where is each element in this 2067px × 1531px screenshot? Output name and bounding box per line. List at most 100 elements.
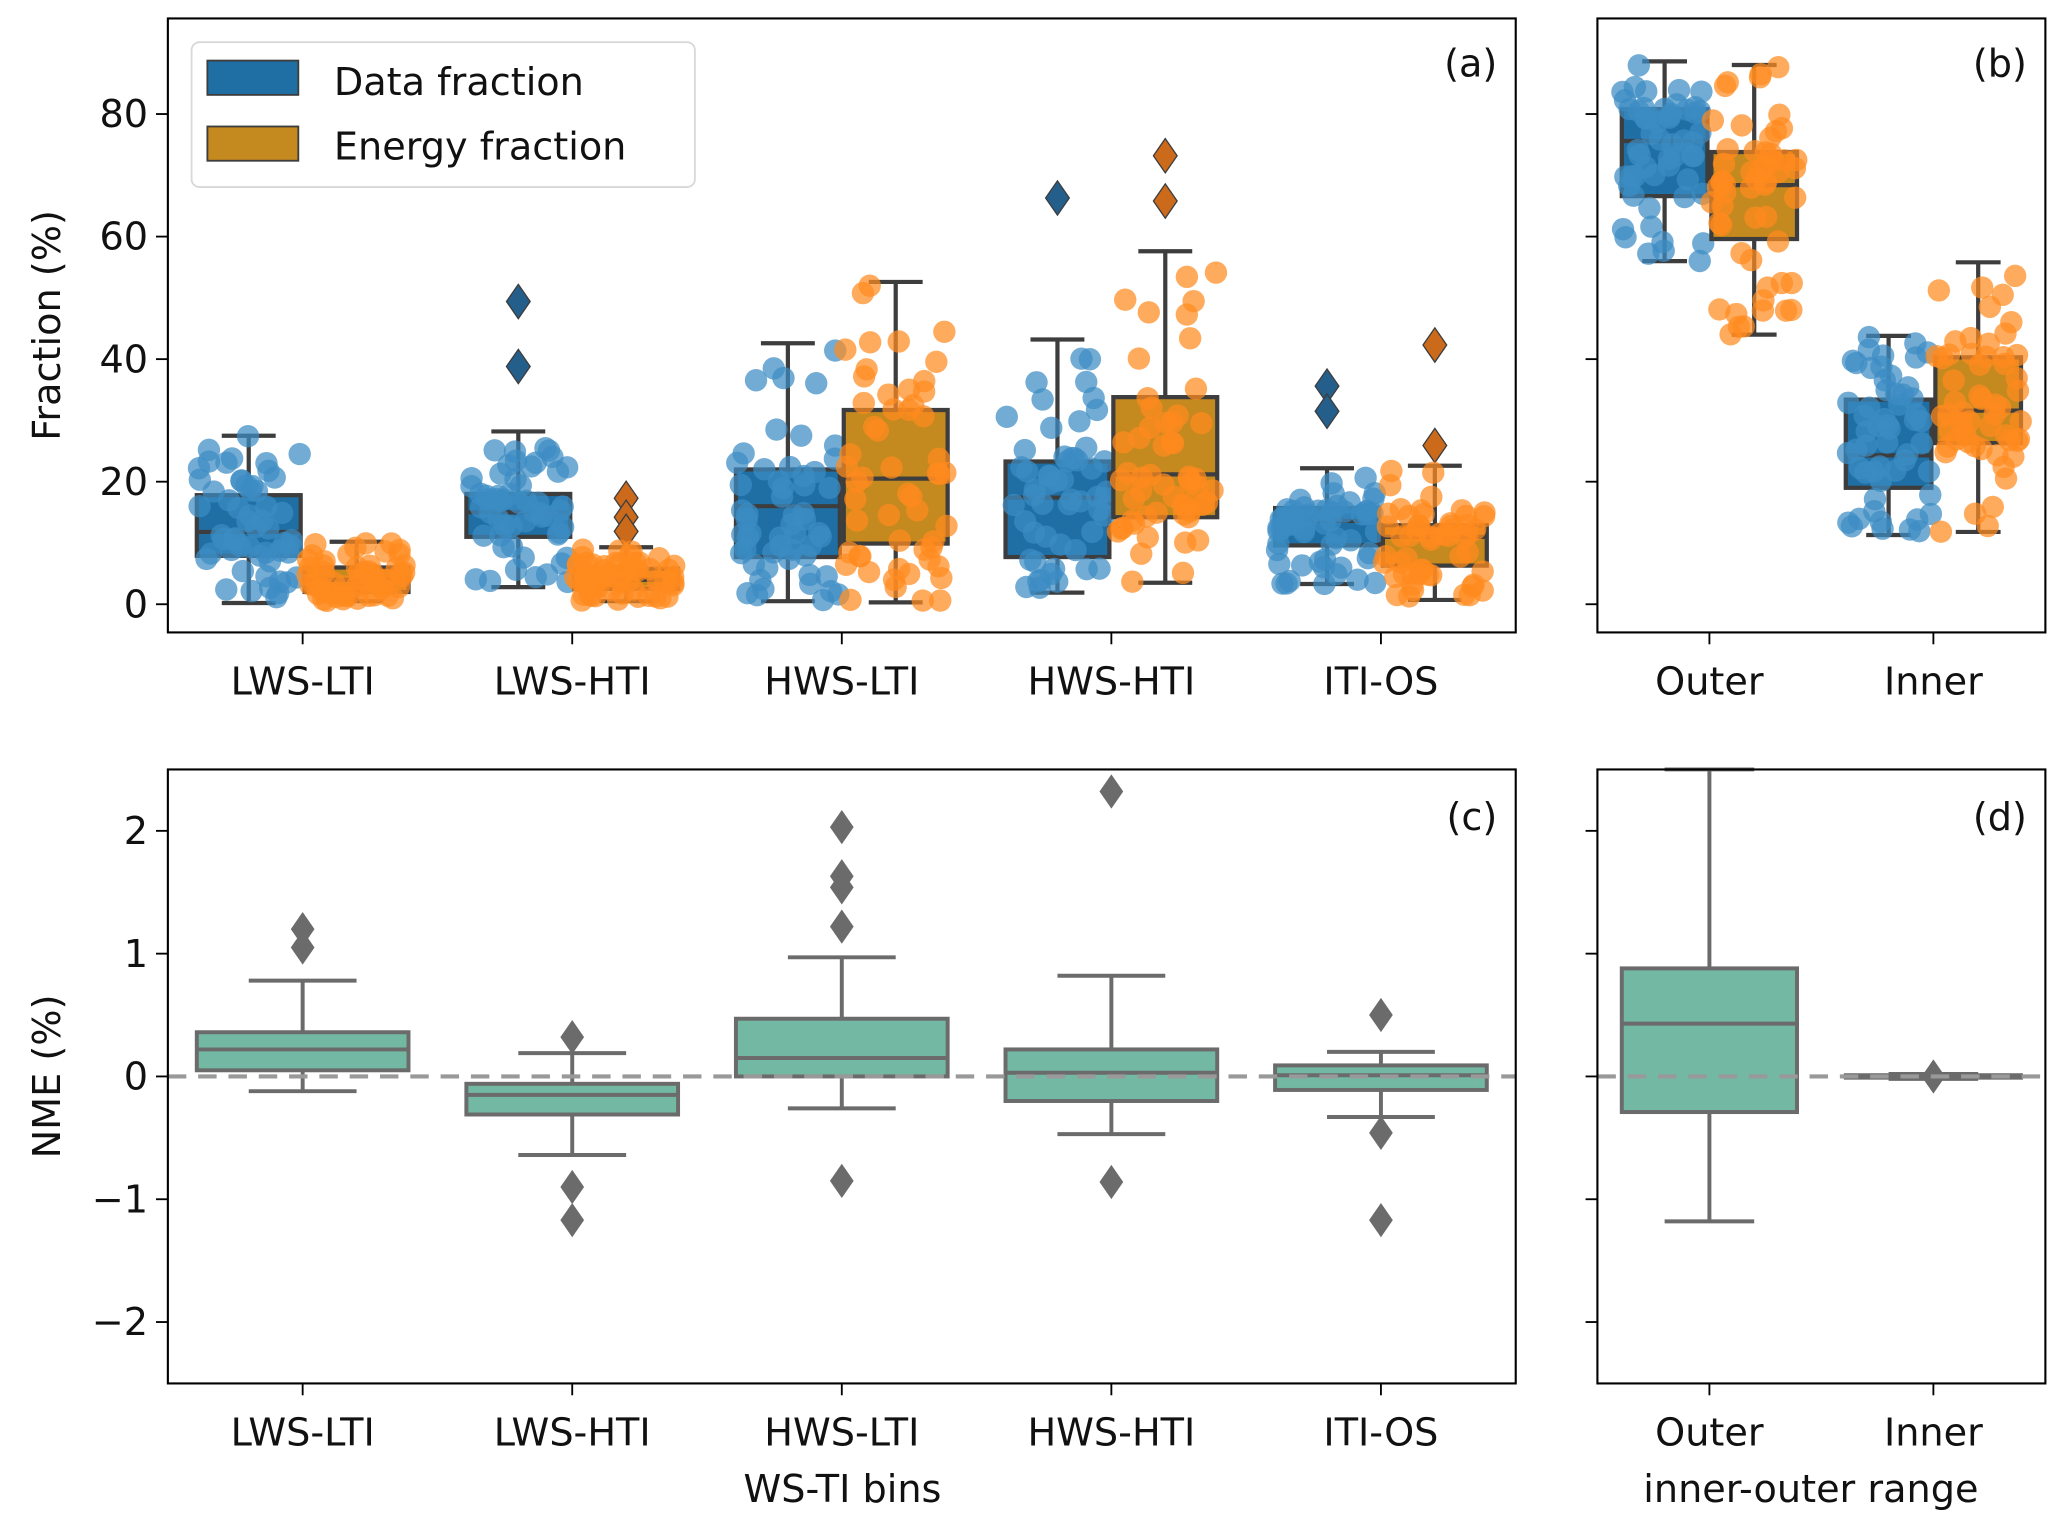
swarm-point [920,536,943,559]
swarm-point [1853,404,1876,427]
swarm-point [1837,511,1860,534]
swarm-point [1354,466,1377,490]
box-energy-fraction-inner [1925,260,2032,543]
outlier-marker [560,1169,585,1205]
swarm-point [897,562,921,586]
swarm-point [1676,168,1700,191]
swarm-point [570,589,593,612]
swarm-point [1060,488,1083,511]
box-energy-fraction-iti-os [1372,326,1496,608]
swarm-point [1134,505,1158,528]
ytick-label: 0 [124,1056,148,1100]
swarm-point [852,391,875,415]
swarm-point [1379,473,1402,497]
swarm-point [933,320,956,343]
box-nme-hws-lti [733,810,950,1198]
swarm-point [1363,571,1387,595]
swarm-point [215,578,238,601]
swarm-point [1968,353,1992,376]
swarm-point [1919,483,1942,507]
box-nme-iti-os [1273,997,1489,1238]
swarm-point [1093,450,1116,473]
outlier-marker [1152,137,1178,174]
swarm-point [617,569,640,592]
ytick-label: −2 [92,1301,148,1345]
swarm-point [772,366,795,390]
swarm-point [1925,344,1948,368]
outlier-marker [1369,1115,1393,1151]
box-nme-lws-lti [194,911,411,1094]
panel-c-yticks: −2 −1 0 1 2 [92,810,168,1345]
swarm-point [331,588,355,611]
outlier-marker [1099,774,1124,809]
swarm-point [460,466,483,490]
swarm-point [1175,303,1199,326]
swarm-point [1968,384,1991,407]
swarm-points [726,339,850,612]
swarm-point [1015,575,1038,599]
swarm-point [1845,351,1868,375]
xtick-label-lws-hti: LWS-HTI [494,1411,651,1455]
swarm-point [1981,495,2004,519]
box-nme-lws-hti [464,1020,681,1238]
box-energy-fraction-hws-hti [1106,137,1228,593]
swarm-point [1783,156,1807,180]
swarm-point [1092,504,1116,527]
outlier-marker [1422,326,1448,364]
swarm-point [880,456,903,479]
xtick-label-hws-lti: HWS-LTI [764,660,919,704]
swarm-point [882,398,905,421]
swarm-point [1127,347,1151,370]
panel-c-label: (c) [1446,796,1497,840]
outlier-marker [1152,182,1178,220]
swarm-point [1171,561,1195,585]
swarm-point [1929,520,1953,543]
swarm-point [912,380,936,403]
swarm-point [464,568,488,591]
swarm-point [925,350,948,374]
swarm-point [296,548,320,572]
swarm-point [799,572,822,595]
swarm-point [547,521,571,544]
swarm-point [244,515,268,539]
swarm-point [777,547,801,571]
swarm-point [1688,249,1711,273]
swarm-point [1038,464,1061,487]
outlier-marker [1369,1202,1393,1238]
swarm-point [472,524,495,547]
swarm-point [1034,525,1058,548]
swarm-point [524,451,547,474]
swarm-point [507,491,530,514]
panel-b-frame [1596,17,2047,634]
swarm-point [1837,391,1860,414]
swarm-point [1768,103,1791,126]
panel-a-label: (a) [1444,42,1497,86]
swarm-point [231,559,255,583]
swarm-point [1039,562,1063,586]
panel-c-marks [167,774,1516,1238]
swarm-point [566,553,590,576]
panel-b-xticks: Outer Inner [1655,632,1983,704]
swarm-point [929,589,952,612]
swarm-point [1857,325,1881,349]
swarm-point [2009,410,2032,433]
panel-c: (c) −2 −1 0 1 2 LWS-LTI LWS-HTI HWS-LTI HWS-HTI… [26,768,1517,1512]
swarm-point [818,476,841,500]
ytick-label: 80 [100,93,149,137]
swarm-point [1845,438,1868,461]
outlier-marker [829,810,854,845]
box-nme-outer [1619,767,1800,1224]
swarm-point [1184,467,1207,490]
swarm-point [934,461,957,484]
swarm-point [838,541,861,564]
box-data-fraction-hws-lti [726,339,850,612]
swarm-point [199,542,223,565]
xtick-label-inner: Inner [1884,660,1983,704]
swarm-point [744,369,768,392]
xtick-label-outer: Outer [1655,660,1764,704]
swarm-point [911,589,934,612]
swarm-point [504,449,528,472]
swarm-point [1712,152,1736,176]
swarm-point [1634,155,1657,179]
swarm-point [1422,461,1445,484]
